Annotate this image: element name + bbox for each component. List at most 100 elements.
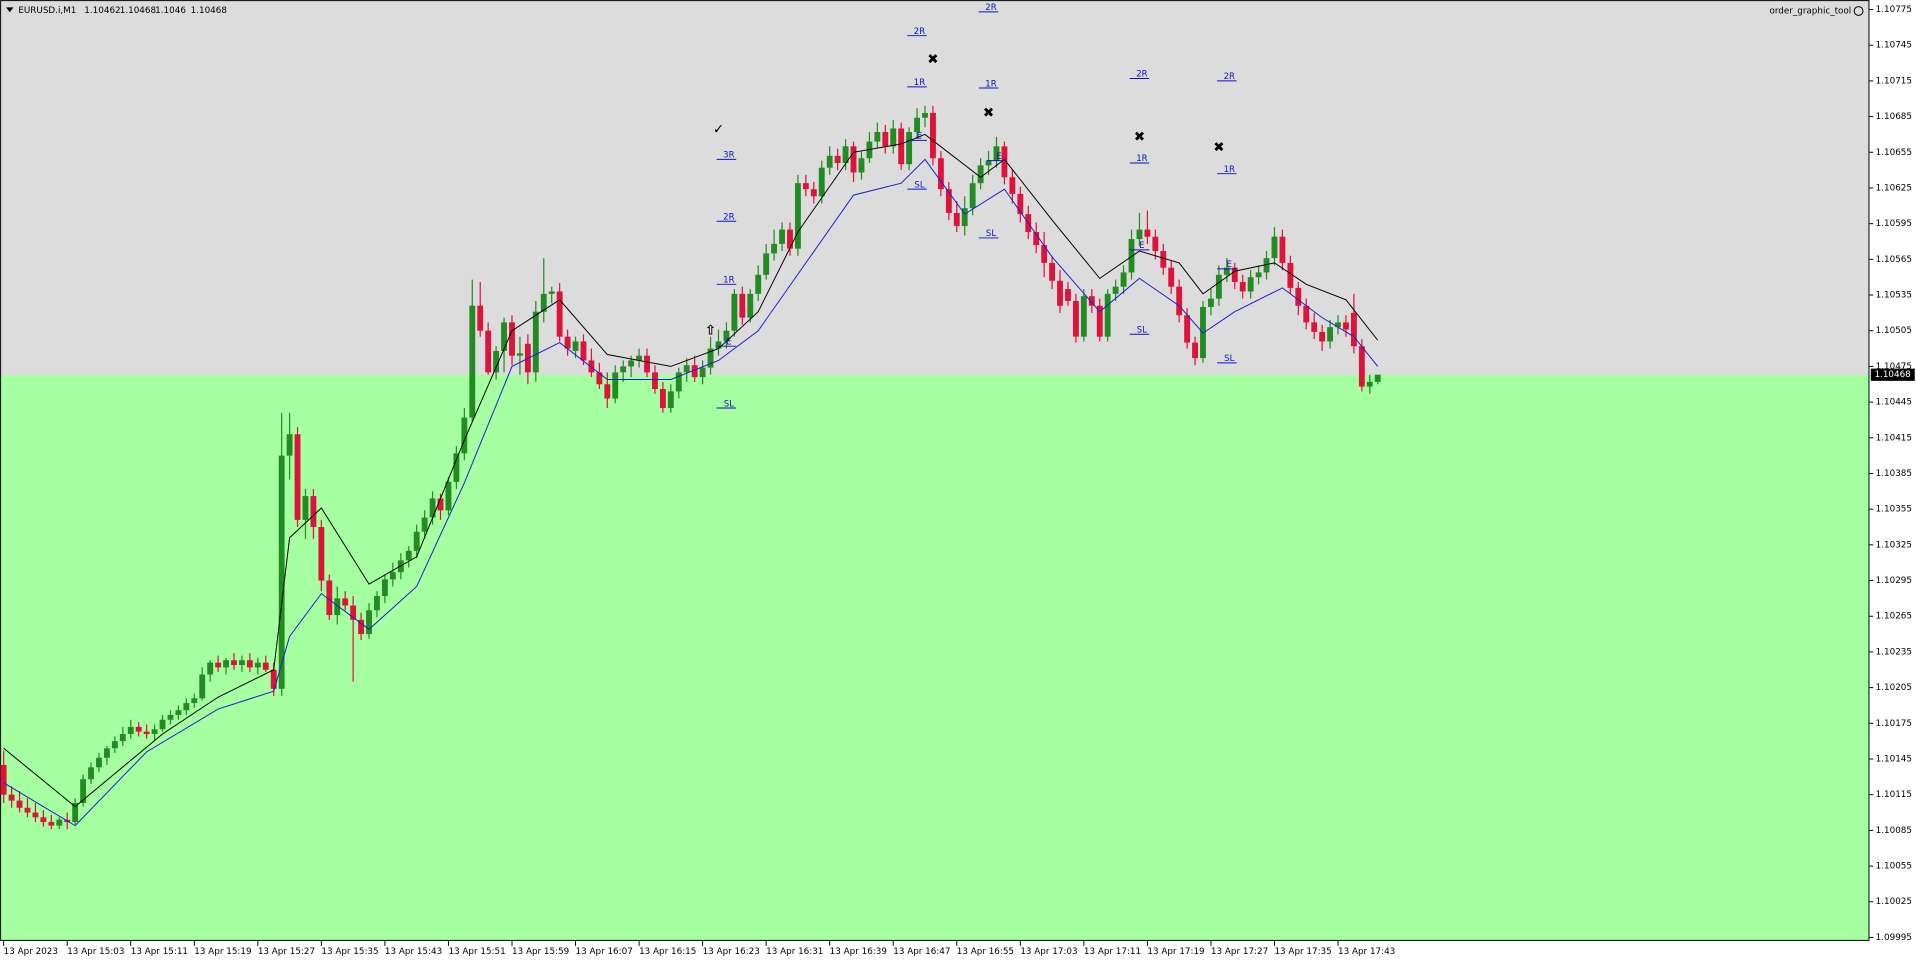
- candle-body: [969, 183, 976, 209]
- tool-icon[interactable]: [1853, 6, 1864, 16]
- annotation-label: 2R: [1136, 70, 1147, 80]
- candle-body: [1168, 267, 1175, 287]
- candle-body: [532, 311, 539, 373]
- candle-body: [1192, 342, 1198, 359]
- candle-body: [794, 183, 801, 249]
- y-tick-label: 1.10445: [1876, 398, 1912, 408]
- candle-body: [127, 726, 134, 735]
- annotation-label: SL: [724, 399, 734, 409]
- candle-body: [659, 389, 666, 409]
- candle-body: [143, 731, 150, 735]
- candle-body: [644, 355, 650, 373]
- candle-body: [1215, 274, 1222, 299]
- annotation-label: 2R: [985, 3, 996, 13]
- y-tick-label: 1.10145: [1876, 754, 1912, 764]
- header-low: 1.1046: [155, 6, 186, 16]
- candle-body: [8, 794, 15, 801]
- candle-body: [1072, 300, 1079, 337]
- candle-body: [358, 619, 365, 635]
- candle-body: [850, 146, 857, 173]
- candle-body: [874, 132, 881, 142]
- x-tick-label: 13 Apr 17:19: [1147, 947, 1204, 957]
- candle-body: [1271, 236, 1278, 259]
- candle-body: [207, 662, 214, 675]
- candle-body: [937, 158, 944, 190]
- candle-body: [612, 372, 619, 399]
- candle-body: [636, 355, 643, 361]
- candle-body: [270, 669, 277, 689]
- candle-body: [366, 610, 372, 635]
- candle-body: [1358, 346, 1365, 387]
- y-tick-label: 1.10085: [1876, 826, 1912, 836]
- candle-body: [1303, 305, 1310, 323]
- candle-body: [1223, 267, 1230, 275]
- annotation-label: 1R: [985, 79, 996, 89]
- candle-body: [437, 498, 444, 511]
- x-tick-label: 13 Apr 15:19: [194, 947, 251, 957]
- candle-body: [318, 527, 325, 581]
- candle-body: [1239, 281, 1246, 292]
- y-tick-label: 1.10625: [1876, 183, 1912, 193]
- x-tick-label: 13 Apr 16:07: [576, 947, 633, 957]
- candle-body: [191, 698, 198, 704]
- candle-body: [739, 293, 746, 318]
- annotation-icon: ✓: [713, 123, 724, 138]
- candle-body: [151, 729, 158, 735]
- x-tick-label: 13 Apr 15:11: [131, 947, 188, 957]
- candle-body: [1231, 267, 1238, 282]
- x-tick-label: 13 Apr 16:47: [893, 947, 950, 957]
- candle-body: [628, 360, 635, 367]
- candle-body: [278, 455, 285, 689]
- candle-body: [342, 598, 349, 606]
- lower-zone: [0, 374, 1870, 942]
- x-tick-label: 13 Apr 17:35: [1274, 947, 1331, 957]
- y-tick-label: 1.10325: [1876, 540, 1912, 550]
- candle-body: [167, 714, 174, 720]
- annotation-icon: ✖: [1134, 130, 1145, 145]
- x-tick-label: 13 Apr 17:03: [1020, 947, 1077, 957]
- candle-body: [731, 293, 738, 331]
- candle-body: [922, 113, 928, 118]
- candle-body: [723, 330, 730, 342]
- y-tick-label: 1.09995: [1876, 933, 1912, 943]
- y-tick-label: 1.10595: [1876, 219, 1912, 229]
- candle-body: [596, 372, 603, 385]
- candle-body: [858, 158, 865, 173]
- y-tick-label: 1.10115: [1876, 790, 1912, 800]
- candle-body: [1350, 312, 1357, 347]
- candle-body: [302, 496, 309, 520]
- x-tick-label: 13 Apr 16:15: [639, 947, 696, 957]
- candle-body: [1295, 287, 1302, 306]
- annotation-icon: ✖: [983, 106, 994, 121]
- annotation-label: 1R: [914, 78, 925, 88]
- candle-body: [1088, 296, 1095, 306]
- candle-body: [1335, 322, 1341, 328]
- annotation-label: E: [726, 337, 731, 347]
- annotation-label: 2R: [1224, 72, 1235, 82]
- candle-body: [1128, 239, 1135, 273]
- y-tick-label: 1.10355: [1876, 505, 1912, 515]
- annotation-label: 2R: [723, 212, 734, 222]
- candle-body: [540, 293, 547, 312]
- candle-body: [675, 372, 682, 392]
- candle-body: [1176, 286, 1183, 316]
- candle-body: [80, 779, 87, 804]
- candle-body: [1208, 298, 1214, 307]
- candle-body: [1104, 293, 1111, 337]
- y-tick-label: 1.10205: [1876, 683, 1912, 693]
- y-tick-label: 1.10475: [1876, 362, 1912, 372]
- candle-body: [683, 365, 690, 373]
- candle-body: [501, 322, 507, 351]
- candle-body: [183, 703, 190, 711]
- candle-body: [461, 417, 468, 454]
- candle-body: [1263, 258, 1270, 273]
- candle-body: [564, 336, 571, 349]
- candle-body: [993, 146, 1000, 161]
- menu-icon[interactable]: [6, 7, 14, 13]
- candle-body: [246, 660, 253, 668]
- candle-body: [906, 132, 913, 165]
- candle-body: [755, 274, 762, 294]
- price-box-label: 1.10468: [1874, 370, 1910, 380]
- y-tick-label: 1.10175: [1876, 719, 1912, 729]
